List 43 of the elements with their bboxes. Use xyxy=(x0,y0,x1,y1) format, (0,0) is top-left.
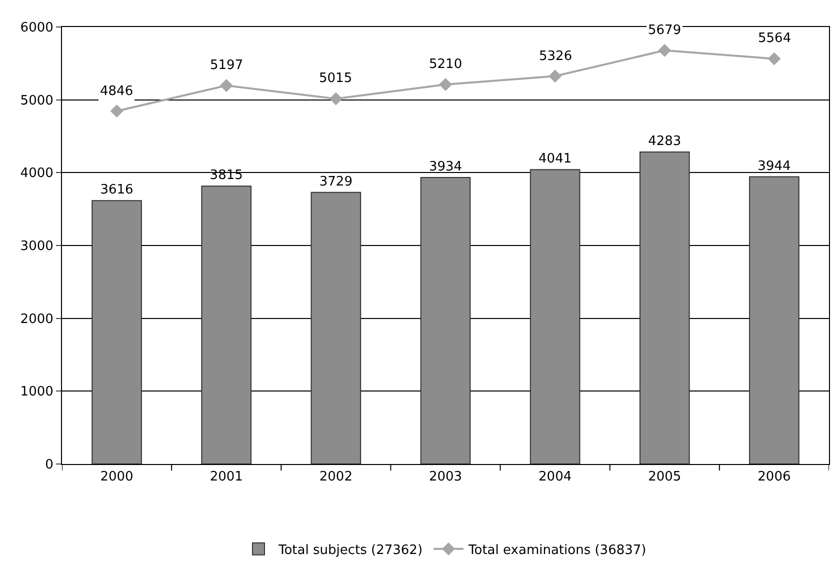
data-label: 3944 xyxy=(758,158,791,174)
y-tick-label: 6000 xyxy=(20,20,54,36)
data-label: 4041 xyxy=(538,152,572,167)
data-label: 5564 xyxy=(758,31,792,46)
data-label: 4283 xyxy=(648,134,682,150)
y-tick-label: 3000 xyxy=(20,239,54,254)
bar xyxy=(749,176,800,464)
point xyxy=(658,44,672,57)
point xyxy=(329,92,342,106)
x-tick-label: 2005 xyxy=(648,470,682,485)
point xyxy=(768,52,781,66)
y-tick-label: 5000 xyxy=(20,93,54,108)
x-tick-label: 2000 xyxy=(100,470,134,485)
y-tick-label: 4000 xyxy=(20,166,54,182)
bar xyxy=(201,186,252,464)
legend-label: Total subjects (27362) xyxy=(278,542,423,558)
x-tick-label: 2004 xyxy=(538,470,572,485)
data-label: 3934 xyxy=(428,159,462,174)
data-label: 4846 xyxy=(100,84,134,99)
data-label: 5326 xyxy=(539,49,572,64)
bar xyxy=(420,176,471,464)
data-label: 5679 xyxy=(648,23,682,38)
data-label: 3729 xyxy=(319,174,352,190)
y-tick-label: 0 xyxy=(45,458,54,473)
x-tick-label: 2002 xyxy=(319,470,352,485)
x-tick-label: 2006 xyxy=(758,470,791,485)
x-tick-label: 2003 xyxy=(428,470,462,485)
point xyxy=(548,70,562,83)
bar xyxy=(639,152,690,464)
point xyxy=(439,78,452,92)
y-tick-label: 1000 xyxy=(20,384,54,400)
data-label: 5015 xyxy=(319,71,352,86)
y-tick-label: 2000 xyxy=(20,312,54,327)
point xyxy=(110,104,124,118)
bar xyxy=(530,169,580,464)
legend-label: Total examinations (36837) xyxy=(468,542,646,558)
data-label: 3616 xyxy=(100,182,134,198)
data-label: 5210 xyxy=(429,57,462,72)
x-tick-label: 2001 xyxy=(210,470,243,485)
point xyxy=(220,78,233,92)
bar xyxy=(92,200,142,464)
bar xyxy=(310,192,362,464)
data-label: 5197 xyxy=(210,58,244,73)
